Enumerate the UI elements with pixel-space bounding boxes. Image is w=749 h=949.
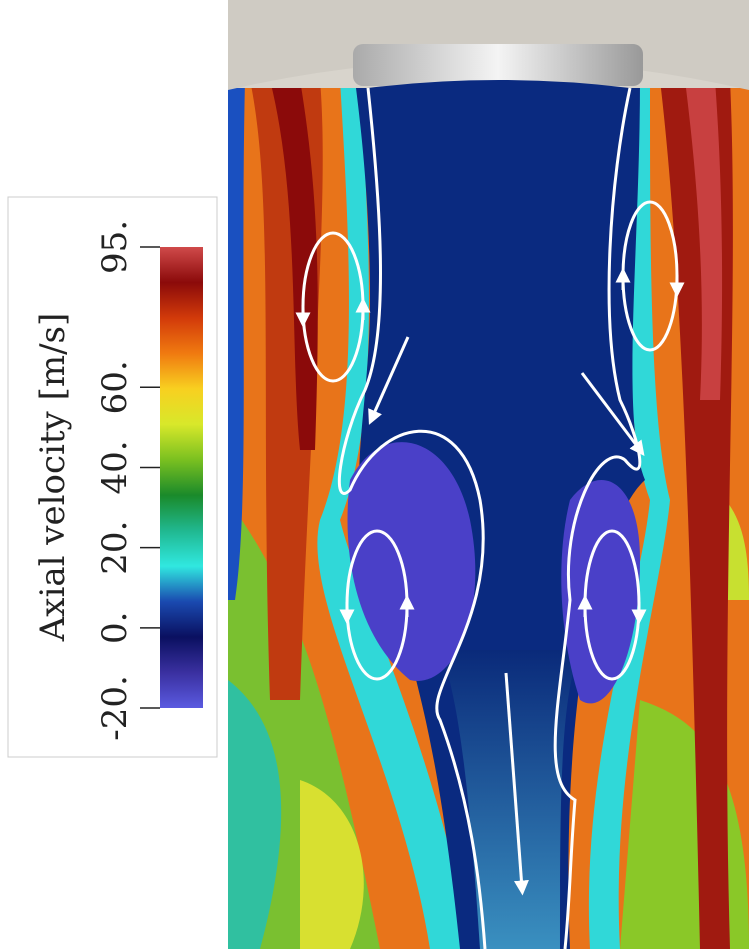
tick-label: -20.: [95, 675, 135, 741]
tick-label: 95.: [95, 220, 135, 274]
figure: Axial velocity [m/s] -20. 0. 20. 40. 60. 95.: [0, 0, 749, 949]
tick-label: 0.: [95, 612, 135, 644]
colorbar-title: Axial velocity [m/s]: [33, 313, 73, 643]
tick-label: 40.: [95, 440, 135, 494]
flow-field: [228, 0, 749, 949]
colorbar: [160, 247, 203, 708]
tick-label: 20.: [95, 521, 135, 575]
tick-label: 60.: [95, 360, 135, 414]
